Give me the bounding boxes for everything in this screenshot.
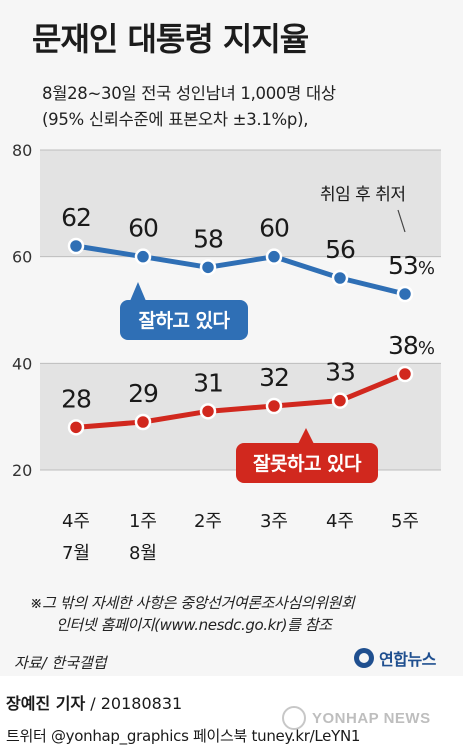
yonhap-logo-text: 연합뉴스 xyxy=(379,650,436,669)
series-callout-label: 잘하고 있다 xyxy=(138,310,230,332)
publish-date: / 20180831 xyxy=(90,694,183,713)
page-title: 문재인 대통령 지지율 xyxy=(32,20,309,58)
x-tick-label: 1주 xyxy=(129,511,157,532)
data-label: 60 xyxy=(259,214,289,243)
watermark: YONHAP NEWS xyxy=(282,706,431,730)
data-label: 29 xyxy=(128,379,158,408)
data-label: 58 xyxy=(193,224,223,253)
data-point xyxy=(265,397,283,415)
social-links: 트위터 @yonhap_graphics 페이스북 tuney.kr/LeYN1 xyxy=(6,727,361,745)
data-label: 62 xyxy=(61,203,91,232)
series-callout-label: 잘못하고 있다 xyxy=(253,453,362,475)
series-line-0 xyxy=(73,243,408,297)
data-label-percent: % xyxy=(418,258,435,279)
data-point xyxy=(67,237,85,255)
x-tick-sublabel: 7월 xyxy=(62,543,90,564)
byline: 장예진 기자 / 20180831 xyxy=(6,690,182,714)
footnote-line-1: ※그 밖의 자세한 사항은 중앙선거여론조사심의위원회 xyxy=(30,594,355,612)
watermark-text: YONHAP NEWS xyxy=(312,709,431,727)
subtitle-survey-period: 8월28~30일 전국 성인남녀 1,000명 대상 xyxy=(42,84,336,103)
data-point xyxy=(396,365,414,383)
series-callout-box xyxy=(120,300,248,340)
data-label: 31 xyxy=(193,368,223,397)
y-tick-label: 60 xyxy=(12,248,32,267)
series-callout-pointer xyxy=(130,282,146,301)
series-callout-box xyxy=(236,443,378,483)
annotation-lowest: 취임 후 취저 xyxy=(320,185,406,205)
data-point xyxy=(265,248,283,265)
data-point xyxy=(134,413,152,431)
data-point xyxy=(396,285,414,303)
data-label: 56 xyxy=(325,235,355,264)
data-point xyxy=(331,269,349,287)
x-tick-label: 4주 xyxy=(326,511,354,532)
y-tick-label: 40 xyxy=(12,354,32,373)
watermark-icon xyxy=(282,706,306,730)
band-60-80 xyxy=(40,150,441,257)
x-tick-label: 5주 xyxy=(391,511,419,532)
data-label: 32 xyxy=(259,363,289,392)
yonhap-logo: 연합뉴스 xyxy=(354,646,436,670)
data-point xyxy=(134,248,152,265)
x-tick-label: 4주 xyxy=(62,511,90,532)
data-point xyxy=(67,419,85,436)
y-tick-label: 20 xyxy=(12,461,32,480)
y-tick-label: 80 xyxy=(12,141,32,160)
subtitle-margin-of-error: (95% 신뢰수준에 표본오차 ±3.1%p), xyxy=(42,110,309,129)
yonhap-logo-icon xyxy=(354,648,374,668)
data-label: 38% xyxy=(388,331,435,360)
series-line-1 xyxy=(73,371,408,430)
data-point xyxy=(331,392,349,409)
data-label: 33 xyxy=(325,358,355,387)
x-tick-label: 3주 xyxy=(260,511,288,532)
series-callout-pointer xyxy=(298,428,314,444)
data-point xyxy=(199,259,217,276)
annotation-leader xyxy=(397,209,406,233)
x-tick-sublabel: 8월 xyxy=(129,543,157,564)
data-label: 60 xyxy=(128,214,158,243)
data-label-percent: % xyxy=(418,338,435,359)
data-point xyxy=(199,403,217,420)
reporter-name: 장예진 기자 xyxy=(6,694,86,713)
footnote-line-2: 인터넷 홈페이지(www.nesdc.go.kr)를 참조 xyxy=(56,616,332,634)
source-label: 자료/ 한국갤럽 xyxy=(14,654,107,672)
data-label: 28 xyxy=(61,384,91,413)
x-tick-label: 2주 xyxy=(194,511,222,532)
